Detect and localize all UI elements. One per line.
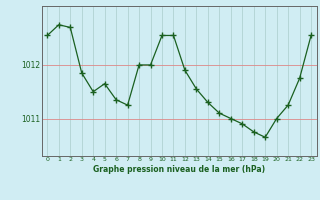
X-axis label: Graphe pression niveau de la mer (hPa): Graphe pression niveau de la mer (hPa) xyxy=(93,165,265,174)
